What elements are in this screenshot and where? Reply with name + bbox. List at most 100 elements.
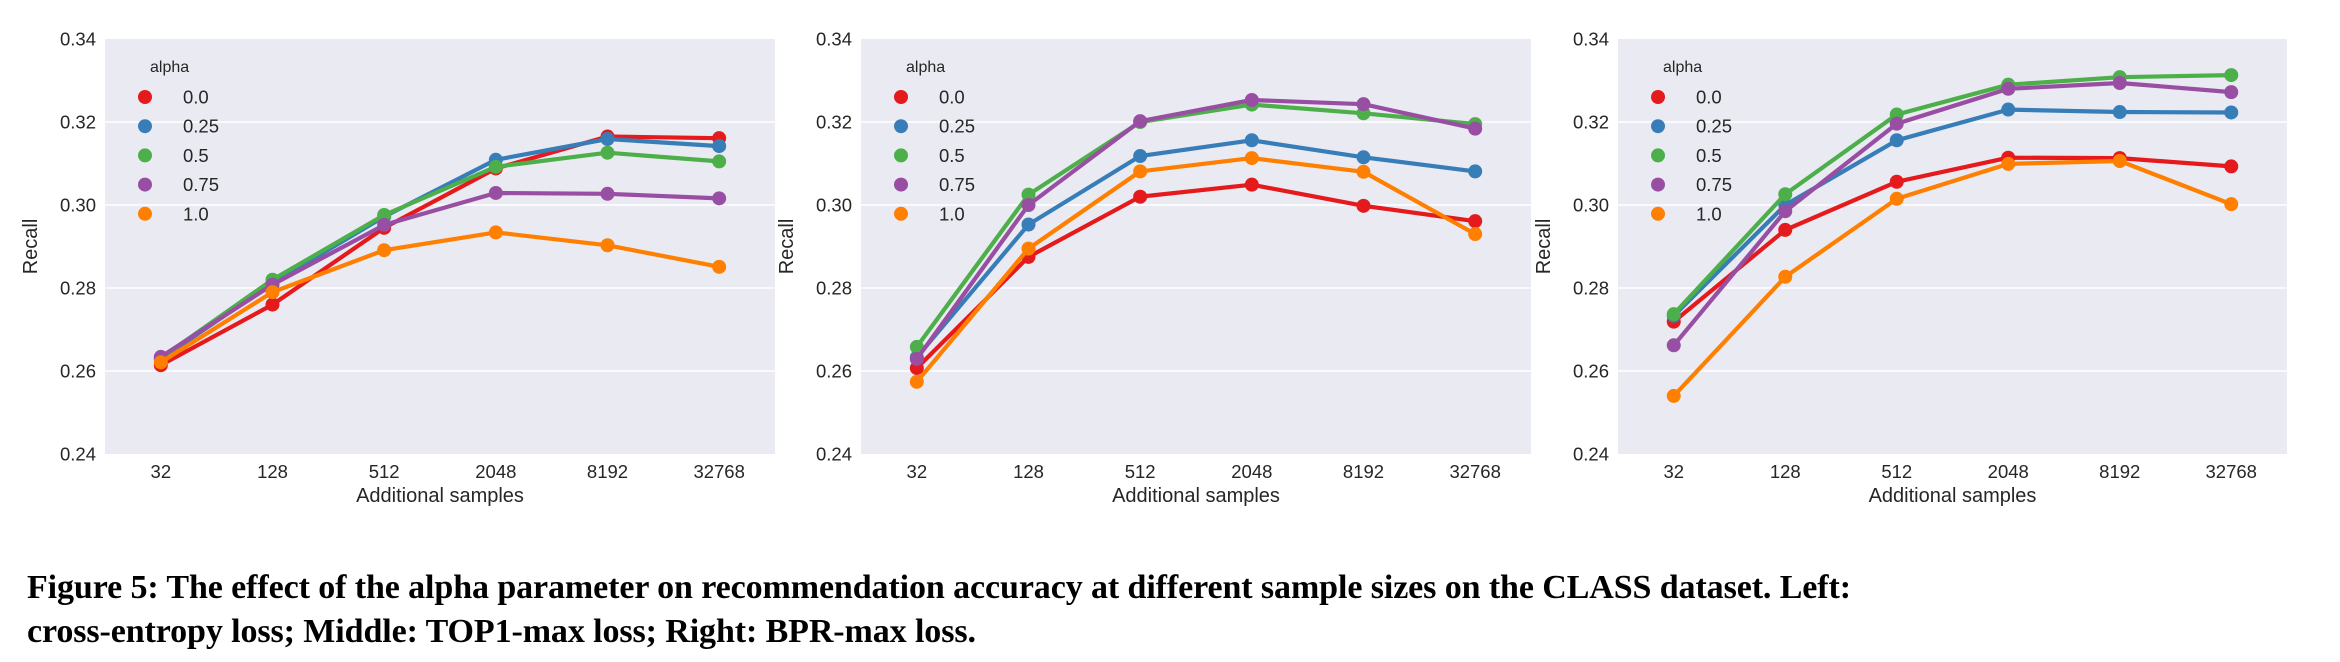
- data-point: [1778, 204, 1793, 219]
- x-tick-label: 8192: [1343, 461, 1384, 482]
- series-alpha-1-0: [1666, 154, 2239, 403]
- data-point: [1889, 191, 1904, 206]
- x-tick-label: 8192: [587, 461, 628, 482]
- y-tick-label: 0.24: [1573, 444, 1609, 465]
- data-point: [2224, 85, 2239, 100]
- data-point: [2224, 159, 2239, 174]
- series-line: [1671, 158, 2234, 398]
- data-point: [1021, 241, 1036, 256]
- legend-label: 1.0: [1696, 203, 1722, 224]
- figure-caption: Figure 5: The effect of the alpha parame…: [27, 566, 2317, 654]
- data-point: [1133, 164, 1148, 179]
- legend-title: alpha: [1663, 59, 1702, 76]
- series-line: [914, 97, 1478, 362]
- series-alpha-1-0: [909, 151, 1483, 389]
- series-line: [914, 102, 1478, 349]
- legend: alpha 0.0 0.25 0.5 0.75 1.0: [138, 59, 219, 224]
- legend-marker: [138, 119, 152, 134]
- y-axis-label: Recall: [1533, 219, 1555, 275]
- data-point: [2112, 75, 2127, 90]
- data-point: [1778, 269, 1793, 284]
- y-tick-label: 0.30: [60, 195, 96, 216]
- chart-panel-middle: 0.24 0.26 0.28 0.30 0.32 0.34 32 128 512 2048 8192…: [776, 29, 1531, 507]
- data-point: [1468, 164, 1483, 179]
- legend-label: 0.25: [1696, 116, 1732, 137]
- x-tick-label: 128: [257, 461, 288, 482]
- series-line: [1671, 72, 2234, 317]
- legend-marker: [894, 90, 908, 104]
- legend: alpha 0.0 0.25 0.5 0.75 1.0: [1651, 59, 1732, 224]
- data-point: [1244, 151, 1259, 166]
- data-point: [909, 339, 924, 354]
- data-point: [1356, 97, 1371, 112]
- data-point: [2001, 156, 2016, 171]
- x-tick-label: 512: [1881, 461, 1912, 482]
- legend-marker: [894, 119, 908, 134]
- y-tick-label: 0.34: [1573, 29, 1609, 50]
- legend: alpha 0.0 0.25 0.5 0.75 1.0: [894, 59, 975, 224]
- data-point: [600, 238, 615, 253]
- x-tick-label: 32: [907, 461, 928, 482]
- data-point: [600, 186, 615, 201]
- legend-marker: [1651, 206, 1665, 221]
- legend-label: 0.5: [1696, 145, 1722, 166]
- data-point: [1778, 222, 1793, 237]
- series-alpha-0-75: [909, 93, 1483, 366]
- legend-marker: [894, 177, 908, 192]
- series-line: [1671, 107, 2234, 318]
- y-tick-label: 0.26: [1573, 361, 1609, 382]
- data-point: [600, 145, 615, 160]
- data-point: [1889, 174, 1904, 189]
- series-line: [914, 182, 1478, 371]
- legend-marker: [894, 206, 908, 221]
- series-line: [1671, 155, 2234, 324]
- data-point: [1666, 388, 1681, 403]
- legend-label: 1.0: [939, 203, 965, 224]
- y-tick-label: 0.28: [1573, 278, 1609, 299]
- y-axis-label: Recall: [776, 219, 798, 275]
- y-tick-label: 0.26: [60, 361, 96, 382]
- legend-label: 0.75: [939, 174, 975, 195]
- data-point: [1666, 338, 1681, 353]
- legend-title: alpha: [906, 59, 945, 76]
- data-point: [377, 217, 392, 232]
- y-tick-label: 0.26: [816, 361, 852, 382]
- x-axis-label: Additional samples: [356, 485, 524, 507]
- series-line: [914, 156, 1478, 384]
- data-point: [2224, 105, 2239, 120]
- x-axis-label: Additional samples: [1112, 485, 1280, 507]
- chart-panel-right: 0.24 0.26 0.28 0.30 0.32 0.34 32 128 512 2048 8192…: [1533, 29, 2287, 507]
- legend-marker: [138, 206, 152, 221]
- data-point: [600, 132, 615, 147]
- plot-background: [861, 39, 1531, 454]
- legend-label: 0.75: [1696, 174, 1732, 195]
- data-point: [1468, 214, 1483, 229]
- data-point: [712, 154, 727, 169]
- y-tick-label: 0.34: [816, 29, 852, 50]
- data-point: [1356, 150, 1371, 165]
- data-point: [265, 297, 280, 312]
- data-point: [1666, 307, 1681, 322]
- series-alpha-1-0: [153, 225, 727, 370]
- data-point: [377, 207, 392, 222]
- x-tick-label: 8192: [2099, 461, 2140, 482]
- data-point: [2001, 102, 2016, 117]
- y-tick-label: 0.28: [816, 278, 852, 299]
- legend-label: 1.0: [183, 203, 209, 224]
- x-tick-label: 512: [1125, 461, 1156, 482]
- x-tick-label: 512: [369, 461, 400, 482]
- data-point: [2224, 197, 2239, 212]
- data-point: [1021, 217, 1036, 232]
- legend-label: 0.5: [183, 145, 209, 166]
- legend-label: 0.75: [183, 174, 219, 195]
- data-point: [1133, 189, 1148, 204]
- data-point: [909, 351, 924, 366]
- data-point: [2224, 68, 2239, 83]
- series-line: [914, 138, 1478, 360]
- y-tick-label: 0.30: [816, 195, 852, 216]
- x-tick-label: 32: [151, 461, 172, 482]
- y-tick-label: 0.32: [60, 112, 96, 133]
- series-line: [158, 230, 722, 365]
- legend-marker: [1651, 177, 1665, 192]
- data-point: [2112, 154, 2127, 169]
